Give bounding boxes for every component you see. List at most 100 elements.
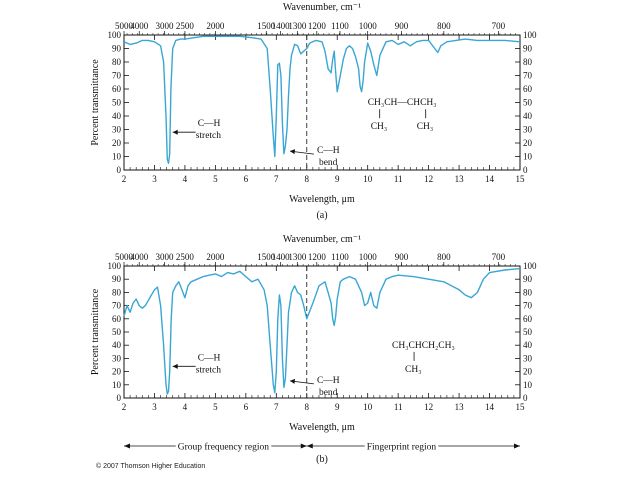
- y-tick-label-right: 60: [523, 314, 533, 324]
- y-tick-label-left: 30: [112, 353, 122, 363]
- fingerprint-region-arrow-right: [514, 443, 520, 449]
- wavenumber-axis-title: Wavenumber, cm⁻¹: [283, 2, 361, 13]
- y-tick-label-right: 0: [523, 393, 528, 403]
- y-tick-label-right: 90: [523, 44, 533, 54]
- y-tick-label-right: 30: [523, 353, 533, 363]
- wavenumber-tick-label: 800: [437, 252, 451, 262]
- stretch-arrowhead: [172, 129, 178, 135]
- group-frequency-label: Group frequency region: [178, 442, 270, 453]
- wavenumber-tick-label: 700: [492, 21, 506, 31]
- x-tick-label: 2: [122, 402, 127, 412]
- y-tick-label-left: 10: [112, 380, 122, 390]
- wavenumber-tick-label: 900: [395, 252, 409, 262]
- x-tick-label: 12: [424, 402, 433, 412]
- y-tick-label-right: 80: [523, 287, 533, 297]
- x-tick-label: 3: [152, 402, 157, 412]
- y-tick-label-left: 50: [112, 327, 122, 337]
- y-tick-label-left: 0: [117, 165, 122, 175]
- stretch-label-bond: C—H: [198, 119, 221, 129]
- y-tick-label-left: 70: [112, 71, 122, 81]
- wavenumber-tick-label: 5000: [115, 252, 134, 262]
- x-tick-label: 13: [455, 174, 465, 184]
- x-tick-label: 3: [152, 174, 157, 184]
- wavenumber-tick-label: 3000: [156, 252, 175, 262]
- x-tick-label: 10: [363, 174, 373, 184]
- wavenumber-tick-label: 900: [395, 21, 409, 31]
- x-tick-label: 4: [183, 402, 188, 412]
- bend-arrowhead: [289, 378, 295, 384]
- x-tick-label: 6: [244, 174, 249, 184]
- y-tick-label-left: 0: [117, 393, 122, 403]
- x-tick-label: 11: [394, 174, 403, 184]
- structure-branch: CH₃: [371, 122, 388, 132]
- y-tick-label-right: 100: [523, 261, 537, 271]
- wavenumber-tick-label: 1100: [331, 252, 349, 262]
- y-tick-label-left: 60: [112, 84, 122, 94]
- x-tick-label: 11: [394, 402, 403, 412]
- y-tick-label-right: 60: [523, 84, 533, 94]
- bend-label-bond: C—H: [317, 376, 340, 386]
- region-label-backing: [364, 442, 439, 453]
- panel-label: (b): [316, 454, 328, 465]
- y-tick-label-right: 0: [523, 165, 528, 175]
- fingerprint-region-arrow-left: [306, 443, 313, 449]
- y-axis-label: Percent transmittance: [90, 59, 101, 146]
- wavenumber-tick-label: 4000: [130, 252, 149, 262]
- region-label-backing: [175, 441, 272, 453]
- x-tick-label: 6: [244, 402, 249, 412]
- x-tick-label: 9: [335, 174, 340, 184]
- wavenumber-tick-label: 2500: [176, 21, 195, 31]
- y-tick-label-right: 10: [523, 152, 533, 162]
- y-tick-label-right: 100: [523, 30, 537, 40]
- y-tick-label-left: 70: [112, 301, 122, 311]
- y-tick-label-right: 30: [523, 125, 533, 135]
- x-tick-label: 14: [485, 402, 495, 412]
- wavenumber-axis-title: Wavenumber, cm⁻¹: [283, 234, 361, 245]
- y-tick-label-right: 70: [523, 301, 533, 311]
- wavenumber-tick-label: 1500: [257, 21, 276, 31]
- fingerprint-label: Fingerprint region: [367, 443, 437, 453]
- y-axis-label: Percent transmittance: [90, 288, 101, 375]
- y-tick-label-right: 40: [523, 111, 533, 121]
- wavenumber-tick-label: 800: [437, 21, 451, 31]
- structure-formula: CH₃CHCH₂CH₃: [392, 341, 455, 351]
- x-tick-label: 12: [424, 174, 433, 184]
- wavenumber-tick-label: 700: [492, 252, 506, 262]
- group-region-arrow-right: [300, 443, 307, 449]
- stretch-label-text: stretch: [196, 131, 222, 141]
- y-tick-label-left: 60: [112, 314, 122, 324]
- y-tick-label-right: 80: [523, 57, 533, 67]
- x-tick-label: 8: [305, 174, 310, 184]
- wavenumber-tick-label: 3000: [156, 21, 175, 31]
- x-tick-label: 8: [305, 402, 310, 412]
- stretch-label-bond: C—H: [198, 353, 221, 363]
- x-tick-label: 14: [485, 174, 495, 184]
- y-tick-label-left: 90: [112, 44, 122, 54]
- wavenumber-tick-label: 2500: [176, 252, 195, 262]
- bend-label-bond: C—H: [317, 146, 340, 156]
- x-tick-label: 9: [335, 402, 340, 412]
- y-tick-label-left: 30: [112, 125, 122, 135]
- y-tick-label-right: 20: [523, 138, 533, 148]
- x-tick-label: 7: [274, 402, 279, 412]
- wavenumber-tick-label: 1200: [308, 252, 327, 262]
- y-tick-label-right: 50: [523, 327, 533, 337]
- spectrum-line: [123, 35, 521, 164]
- stretch-arrowhead: [172, 363, 178, 369]
- wavenumber-tick-label: 1100: [331, 21, 349, 31]
- y-tick-label-left: 100: [108, 30, 122, 40]
- wavenumber-tick-label: 1000: [359, 21, 378, 31]
- y-tick-label-right: 90: [523, 274, 533, 284]
- bend-arrowhead: [289, 149, 295, 155]
- x-tick-label: 5: [213, 174, 218, 184]
- y-tick-label-left: 40: [112, 111, 122, 121]
- y-tick-label-left: 90: [112, 274, 122, 284]
- x-tick-label: 5: [213, 402, 218, 412]
- y-tick-label-left: 100: [108, 261, 122, 271]
- y-tick-label-right: 20: [523, 367, 533, 377]
- wavenumber-tick-label: 4000: [130, 21, 149, 31]
- wavenumber-tick-label: 1000: [359, 252, 378, 262]
- y-tick-label-right: 40: [523, 340, 533, 350]
